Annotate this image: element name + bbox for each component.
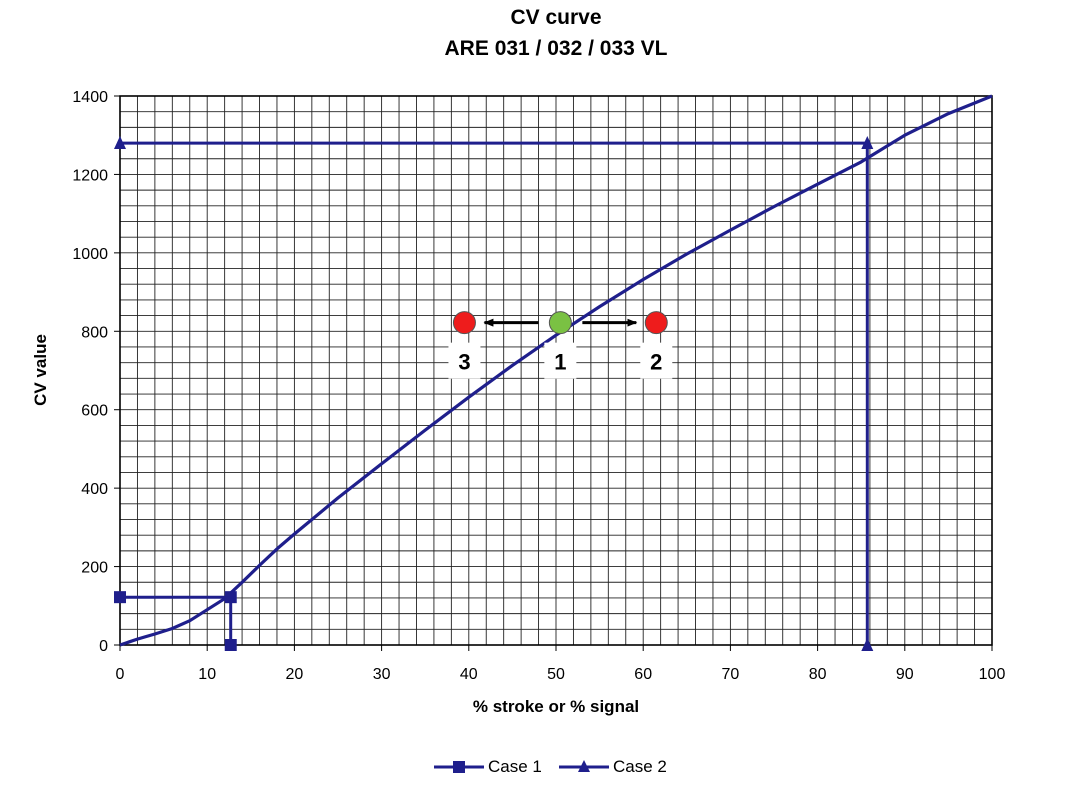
marker-label-bg-1 [544,342,577,379]
cv-curve-line [119,94,993,647]
y-tick-label: 400 [81,481,108,498]
x-tick-label: 50 [547,666,565,683]
x-tick-label: 60 [634,666,652,683]
x-tick-label: 40 [460,666,478,683]
case-2-triangle-marker [114,136,126,150]
y-tick-label: 600 [81,403,108,420]
axis-ticks: 0 10 20 30 40 50 60 70 80 90 100020040060080010001… [72,89,1005,683]
x-tick-label: 70 [722,666,740,683]
y-tick-label: 200 [81,560,108,577]
x-tick-label: 20 [286,666,304,683]
case-2-triangle-marker [861,136,874,150]
marker-label-2: 2 [650,350,662,375]
square-marker-icon [434,761,484,773]
y-axis-label: CV value [31,334,50,406]
chart-title: CV curve [510,6,602,29]
case-1-square-marker [224,639,237,651]
chart-subtitle: ARE 031 / 032 / 033 VL [444,37,668,60]
y-tick-label: 1200 [72,167,108,184]
x-tick-label: 90 [896,666,914,683]
legend-label-case-1: Case 1 [488,757,542,776]
y-tick-label: 800 [81,324,108,341]
x-tick-label: 100 [979,666,1006,683]
legend-label-case-2: Case 2 [613,757,667,776]
x-tick-label: 10 [198,666,216,683]
y-tick-label: 1000 [72,246,108,263]
x-tick-label: 80 [809,666,827,683]
marker-label-bg-3 [448,342,481,379]
marker-label-3: 3 [458,350,470,375]
x-tick-label: 30 [373,666,391,683]
series-layer [114,136,874,651]
marker-label-1: 1 [554,350,566,375]
x-axis-label: % stroke or % signal [472,697,640,716]
y-tick-label: 1400 [72,89,108,106]
annotation-layer: 1 2 3 [448,311,673,379]
case-2-triangle-marker [861,638,874,651]
marker-circle-1 [548,311,572,335]
y-tick-label: 0 [99,638,108,655]
x-tick-label: 0 [116,666,125,683]
triangle-marker-icon [559,760,609,772]
marker-circle-3 [452,311,476,335]
marker-label-bg-2 [640,342,673,379]
cv-curve-layer [119,94,993,647]
marker-circle-2 [644,311,668,335]
case-1-square-marker [114,591,126,604]
case-1-square-marker [224,591,237,604]
